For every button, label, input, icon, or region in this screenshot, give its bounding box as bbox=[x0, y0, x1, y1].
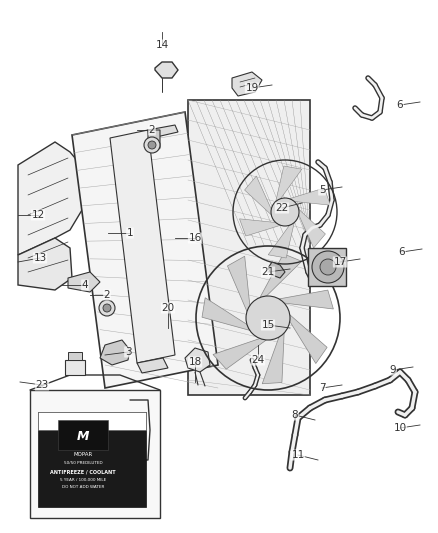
Text: 5 YEAR / 100,000 MILE: 5 YEAR / 100,000 MILE bbox=[60, 478, 106, 482]
Polygon shape bbox=[232, 72, 262, 96]
Text: 9: 9 bbox=[390, 365, 396, 375]
Circle shape bbox=[144, 137, 160, 153]
Text: 50/50 PREDILUTED: 50/50 PREDILUTED bbox=[64, 461, 102, 465]
Text: 24: 24 bbox=[251, 355, 265, 365]
Polygon shape bbox=[279, 290, 333, 309]
Text: 7: 7 bbox=[319, 383, 325, 393]
Text: 19: 19 bbox=[245, 83, 258, 93]
Circle shape bbox=[271, 198, 299, 226]
Bar bbox=[38, 412, 146, 430]
Polygon shape bbox=[68, 272, 100, 292]
Text: ANTIFREEZE / COOLANT: ANTIFREEZE / COOLANT bbox=[50, 470, 116, 474]
Text: 16: 16 bbox=[188, 233, 201, 243]
Circle shape bbox=[246, 296, 290, 340]
Polygon shape bbox=[185, 348, 210, 372]
Polygon shape bbox=[290, 314, 327, 364]
Text: 5: 5 bbox=[319, 185, 325, 195]
Text: 1: 1 bbox=[127, 228, 133, 238]
Text: 11: 11 bbox=[291, 450, 304, 460]
Bar bbox=[308, 248, 346, 286]
Polygon shape bbox=[148, 130, 160, 152]
Polygon shape bbox=[262, 333, 284, 384]
Text: MOPAR: MOPAR bbox=[74, 453, 92, 457]
Polygon shape bbox=[268, 222, 294, 258]
Text: 8: 8 bbox=[292, 410, 298, 420]
Text: 4: 4 bbox=[82, 280, 88, 290]
Bar bbox=[38, 412, 146, 507]
Text: 2: 2 bbox=[104, 290, 110, 300]
Polygon shape bbox=[290, 188, 331, 205]
Text: 6: 6 bbox=[397, 100, 403, 110]
Text: 2: 2 bbox=[148, 125, 155, 135]
Polygon shape bbox=[276, 166, 302, 201]
Polygon shape bbox=[155, 62, 178, 78]
Polygon shape bbox=[213, 338, 266, 369]
Polygon shape bbox=[110, 130, 175, 363]
Text: 15: 15 bbox=[261, 320, 275, 330]
Polygon shape bbox=[18, 142, 88, 255]
Text: 3: 3 bbox=[125, 347, 131, 357]
Circle shape bbox=[103, 304, 111, 312]
Text: 22: 22 bbox=[276, 203, 289, 213]
Bar bbox=[68, 352, 82, 360]
Polygon shape bbox=[188, 100, 310, 395]
Circle shape bbox=[320, 259, 336, 275]
Circle shape bbox=[312, 251, 344, 283]
Polygon shape bbox=[240, 219, 281, 236]
Polygon shape bbox=[148, 125, 178, 138]
Polygon shape bbox=[268, 262, 285, 278]
Polygon shape bbox=[260, 254, 302, 297]
Polygon shape bbox=[65, 360, 85, 375]
Text: 13: 13 bbox=[33, 253, 46, 263]
Text: DO NOT ADD WATER: DO NOT ADD WATER bbox=[62, 485, 104, 489]
Polygon shape bbox=[202, 298, 250, 330]
Text: 6: 6 bbox=[399, 247, 405, 257]
Text: 21: 21 bbox=[261, 267, 275, 277]
Polygon shape bbox=[244, 176, 271, 215]
Text: 10: 10 bbox=[393, 423, 406, 433]
Circle shape bbox=[99, 300, 115, 316]
Text: M: M bbox=[77, 431, 89, 443]
Polygon shape bbox=[299, 209, 325, 248]
Polygon shape bbox=[227, 256, 250, 311]
Circle shape bbox=[148, 141, 156, 149]
Bar bbox=[30, 390, 160, 518]
Polygon shape bbox=[18, 238, 72, 290]
Text: 18: 18 bbox=[188, 357, 201, 367]
Text: 17: 17 bbox=[333, 257, 346, 267]
Polygon shape bbox=[100, 340, 130, 365]
Polygon shape bbox=[137, 358, 168, 373]
Bar bbox=[58, 420, 108, 450]
Polygon shape bbox=[72, 112, 218, 388]
Text: 23: 23 bbox=[35, 380, 49, 390]
Text: 12: 12 bbox=[32, 210, 45, 220]
Text: 14: 14 bbox=[155, 40, 169, 50]
Text: 20: 20 bbox=[162, 303, 175, 313]
